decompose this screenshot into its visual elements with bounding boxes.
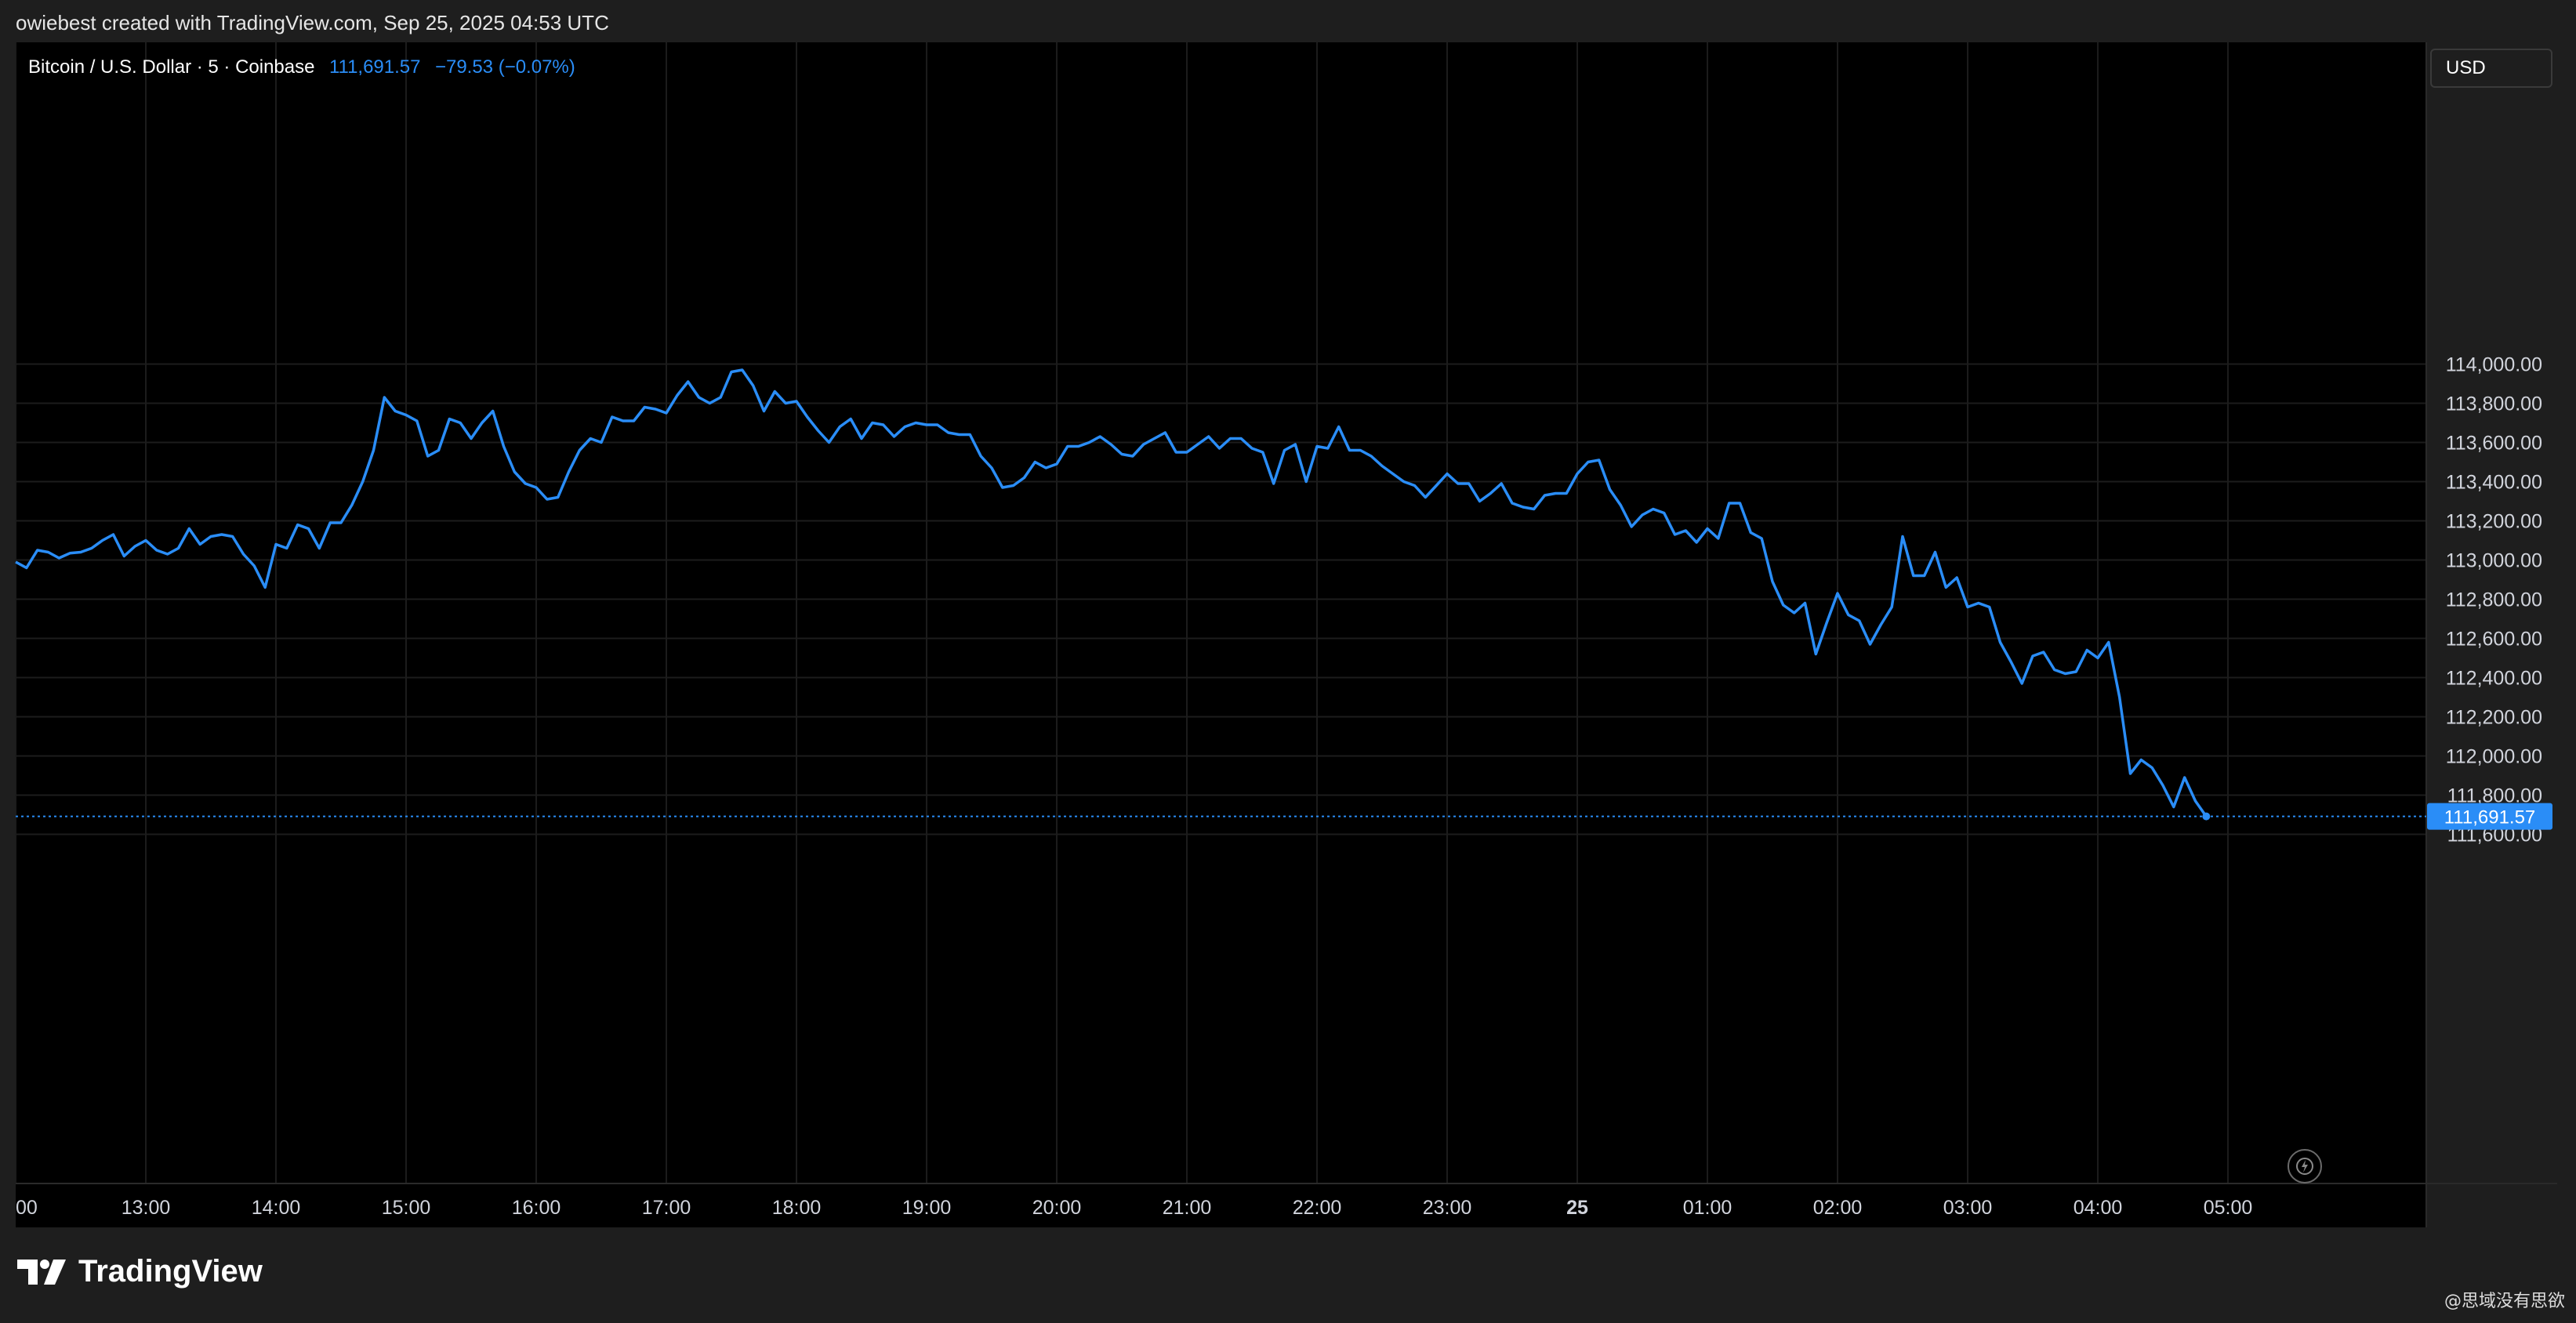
time-tick-label: 05:00 (2204, 1197, 2253, 1219)
time-tick-label: 19:00 (902, 1197, 952, 1219)
time-tick-label: 13:00 (122, 1197, 171, 1219)
time-tick-label: 03:00 (1943, 1197, 1993, 1219)
legend-change: −79.53 (−0.07%) (435, 56, 575, 78)
currency-selector[interactable]: USD (2430, 49, 2552, 88)
legend-last-value: 111,691.57 (329, 56, 421, 78)
price-tick-label: 113,800.00 (2446, 393, 2542, 415)
price-axis[interactable]: 111,600.00111,800.00112,000.00112,200.00… (2446, 354, 2542, 846)
price-tick-label: 112,200.00 (2446, 707, 2542, 729)
last-price-label: 111,691.57 (2444, 807, 2536, 828)
plot-background (16, 42, 2426, 1227)
time-tick-label: 14:00 (252, 1197, 301, 1219)
time-tick-label: 02:00 (1813, 1197, 1863, 1219)
time-tick-label: 22:00 (1293, 1197, 1342, 1219)
time-tick-label: 21:00 (1163, 1197, 1212, 1219)
price-tick-label: 112,400.00 (2446, 668, 2542, 690)
tradingview-logo-icon (17, 1259, 66, 1285)
legend: Bitcoin / U.S. Dollar · 5 · Coinbase 111… (28, 56, 575, 78)
last-price-dot (2202, 812, 2211, 821)
time-tick-label: 04:00 (2073, 1197, 2123, 1219)
price-tick-label: 113,200.00 (2446, 511, 2542, 533)
watermark: @思域没有思欲 (2444, 1292, 2565, 1311)
time-tick-label: 00 (16, 1197, 38, 1219)
time-tick-label: 17:00 (642, 1197, 691, 1219)
price-series-line (15, 368, 2208, 817)
time-tick-label: 25 (1566, 1197, 1588, 1219)
snapshot-icon[interactable] (2288, 1149, 2322, 1183)
chart-credit: owiebest created with TradingView.com, S… (16, 11, 609, 34)
last-price-tag: 111,691.57 (2427, 803, 2552, 830)
time-tick-label: 23:00 (1423, 1197, 1472, 1219)
price-tick-label: 114,000.00 (2446, 354, 2542, 376)
time-tick-label: 18:00 (772, 1197, 822, 1219)
grid (15, 42, 2426, 1183)
price-tick-label: 112,000.00 (2446, 746, 2542, 768)
time-tick-label: 01:00 (1683, 1197, 1732, 1219)
time-tick-label: 15:00 (382, 1197, 431, 1219)
price-tick-label: 113,400.00 (2446, 472, 2542, 494)
price-tick-label: 113,600.00 (2446, 433, 2542, 455)
brand-name: TradingView (78, 1254, 263, 1289)
symbol-title: Bitcoin / U.S. Dollar · 5 · Coinbase (28, 56, 314, 78)
price-tick-label: 112,800.00 (2446, 589, 2542, 611)
price-tick-label: 112,600.00 (2446, 629, 2542, 651)
price-tick-label: 113,000.00 (2446, 550, 2542, 572)
brand[interactable]: TradingView (17, 1254, 263, 1289)
time-axis[interactable]: 00 13:00 14:00 15:00 16:00 17:00 18:00 19:00 20:… (16, 1197, 2252, 1219)
time-tick-label: 16:00 (512, 1197, 561, 1219)
time-tick-label: 20:00 (1032, 1197, 1082, 1219)
